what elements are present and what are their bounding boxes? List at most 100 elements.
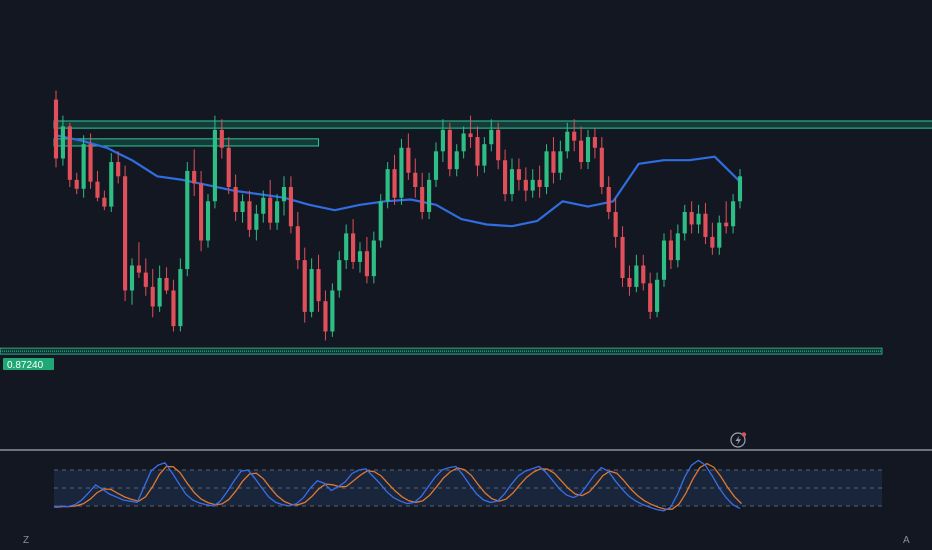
candle-body (627, 277, 632, 287)
candle-body (420, 187, 425, 212)
candle-body (371, 240, 376, 277)
candle-body (413, 172, 418, 187)
candle-body (516, 169, 521, 180)
candle-body (579, 140, 584, 163)
candle-body (385, 169, 390, 202)
candle-body (247, 201, 252, 230)
candle-body (641, 265, 646, 284)
candle-body (668, 240, 673, 261)
candle-body (157, 277, 162, 307)
candle-body (351, 233, 356, 262)
candle-body (178, 269, 183, 327)
candle-body (288, 187, 293, 227)
candle-body (323, 301, 328, 332)
candle-body (302, 260, 307, 312)
candle-body (357, 251, 363, 262)
zone-rect-0 (53, 120, 932, 129)
stochastic-oscillator (53, 459, 882, 512)
candle-body (295, 226, 300, 261)
price-tag-box (3, 358, 54, 370)
candle-body (682, 211, 687, 234)
candle-body (724, 222, 729, 227)
price-tag: 0.87240 (3, 358, 54, 371)
candle-body (219, 129, 224, 148)
candle-body (565, 131, 570, 152)
candle-body (268, 197, 273, 223)
candle-body (88, 144, 93, 182)
candle-body (337, 260, 342, 291)
lightning-alert-icon[interactable] (730, 432, 747, 448)
candle-body (261, 197, 266, 214)
candle-body (496, 129, 501, 161)
candle-body (53, 99, 59, 159)
candle-body (551, 151, 556, 173)
candlestick-series (53, 90, 743, 341)
candle-body (199, 183, 204, 241)
candle-body (81, 144, 86, 189)
candle-body (185, 170, 190, 270)
candle-body (192, 170, 197, 184)
candle-body (655, 279, 660, 312)
corner-label-right: A (903, 535, 910, 546)
candle-body (592, 137, 597, 148)
candle-body (530, 179, 535, 191)
candle-body (537, 179, 542, 187)
support-level (0, 347, 883, 355)
candle-body (737, 176, 743, 202)
candle-body (392, 169, 397, 198)
candle-body (599, 147, 604, 187)
candle-body (689, 211, 694, 225)
candle-body (240, 201, 245, 212)
candle-body (454, 151, 459, 170)
stoch-d-line (55, 462, 742, 510)
moving-average (55, 134, 741, 228)
candle-body (129, 265, 135, 291)
candle-body (378, 201, 383, 241)
candle-body (254, 213, 259, 230)
candle-body (620, 236, 625, 278)
candle-body (123, 176, 128, 291)
candle-body (427, 179, 432, 212)
candle-body (164, 277, 169, 291)
candle-body (74, 179, 79, 189)
candle-body (330, 290, 335, 332)
candle-body (572, 131, 577, 141)
candle-body (399, 147, 404, 198)
candle-body (447, 129, 452, 170)
candle-body (440, 129, 445, 152)
candle-body (509, 169, 515, 195)
candle-body (60, 126, 65, 159)
candle-body (150, 286, 155, 307)
candle-body (675, 233, 680, 261)
candle-body (661, 240, 667, 280)
candle-body (523, 179, 528, 191)
candle-body (648, 283, 653, 312)
candle-body (503, 160, 508, 195)
candle-body (212, 129, 217, 202)
candle-body (226, 147, 231, 187)
candle-body (468, 133, 473, 138)
candle-body (606, 187, 611, 212)
candle-body (558, 151, 563, 173)
stoch-k-line (53, 459, 741, 512)
candle-body (696, 213, 701, 225)
candle-body (585, 137, 591, 163)
candle-body (102, 197, 107, 207)
candle-body (613, 211, 618, 237)
candle-body (316, 269, 321, 302)
candle-body (275, 201, 280, 223)
candle-body (171, 290, 176, 327)
candle-body (95, 181, 100, 198)
alert-dot-icon (741, 432, 747, 437)
candle-body (433, 151, 439, 180)
candle-body (136, 265, 141, 273)
candle-body (116, 162, 121, 177)
candle-body (205, 201, 211, 241)
candle-body (109, 162, 114, 207)
candle-body (489, 129, 494, 145)
price-tag-label: 0.87240 (7, 360, 44, 371)
candle-body (344, 233, 349, 261)
